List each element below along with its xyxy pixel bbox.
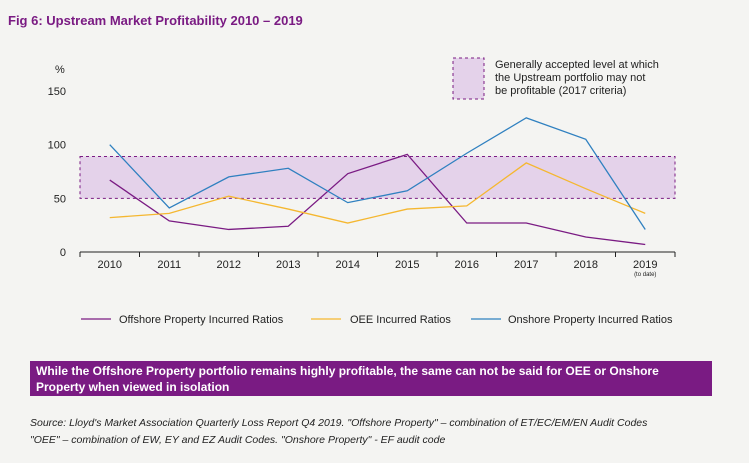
legend-label-3: Onshore Property Incurred Ratios — [508, 314, 673, 326]
threshold-band — [79, 155, 676, 199]
legend-label-1: Offshore Property Incurred Ratios — [119, 314, 284, 326]
series-line-2 — [109, 162, 646, 224]
x-tick-label: 2011 — [157, 259, 181, 271]
x-tick-note: (to date) — [634, 272, 656, 278]
callout-banner: While the Offshore Property portfolio re… — [30, 361, 712, 396]
y-axis-label: % — [55, 64, 65, 76]
y-tick-label: 150 — [48, 86, 66, 98]
figure-title: Fig 6: Upstream Market Profitability 201… — [8, 13, 303, 28]
series-line-1 — [109, 153, 646, 246]
band-key-label: be profitable (2017 criteria) — [495, 85, 626, 97]
source-line-1: Source: Lloyd's Market Association Quart… — [30, 417, 648, 429]
x-tick-label: 2016 — [455, 259, 479, 271]
series-line-3 — [109, 117, 646, 230]
x-tick-label: 2019 — [633, 259, 657, 271]
y-tick-label: 0 — [60, 247, 66, 259]
band-key-label: the Upstream portfolio may not — [495, 72, 645, 84]
x-tick-label: 2010 — [98, 259, 122, 271]
x-tick-label: 2013 — [276, 259, 300, 271]
source-line-2: "OEE" – combination of EW, EY and EZ Aud… — [30, 434, 446, 446]
band-key-swatch — [452, 57, 485, 100]
y-tick-label: 50 — [54, 193, 66, 205]
source-note: Source: Lloyd's Market Association Quart… — [30, 415, 730, 449]
x-tick-label: 2017 — [514, 259, 538, 271]
legend-label-2: OEE Incurred Ratios — [350, 314, 451, 326]
x-tick-label: 2012 — [217, 259, 241, 271]
x-tick-label: 2015 — [395, 259, 419, 271]
band-key-label: Generally accepted level at which — [495, 59, 659, 71]
x-tick-label: 2018 — [574, 259, 598, 271]
x-tick-label: 2014 — [336, 259, 360, 271]
y-tick-label: 100 — [48, 140, 66, 152]
